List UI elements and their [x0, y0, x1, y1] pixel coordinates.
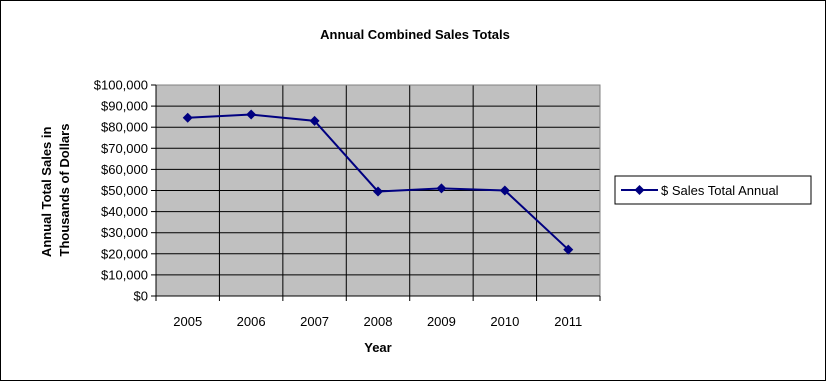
y-axis-ticks: $0 $10,000 $20,000 $30,000 $40,000 $50,000 $60… [94, 78, 156, 304]
data-point-marker [563, 244, 574, 255]
x-tick-label: 2008 [364, 314, 393, 329]
x-axis-title: Year [364, 340, 391, 355]
x-axis-ticks: 2005 2006 2007 2008 2009 2010 2011 [155, 296, 601, 329]
y-tick-label: $100,000 [94, 78, 148, 93]
x-tick-label: 2009 [427, 314, 456, 329]
y-tick-label: $30,000 [101, 225, 148, 240]
chart-title: Annual Combined Sales Totals [320, 27, 510, 42]
legend: $ Sales Total Annual [614, 175, 812, 205]
x-tick-label: 2011 [554, 314, 582, 329]
y-tick-label: $40,000 [101, 204, 148, 219]
data-point-marker [309, 115, 320, 126]
data-point-marker [182, 112, 193, 123]
y-tick-label: $20,000 [101, 246, 148, 261]
y-tick-label: $90,000 [101, 99, 148, 114]
x-tick-label: 2010 [490, 314, 519, 329]
y-axis-title-line-2: Thousands of Dollars [57, 124, 72, 257]
series-layer [182, 109, 574, 255]
data-point-marker [246, 109, 257, 120]
data-point-marker [436, 183, 447, 194]
y-tick-label: $10,000 [101, 267, 148, 282]
data-point-marker [499, 185, 510, 196]
y-tick-label: $80,000 [101, 120, 148, 135]
x-tick-label: 2005 [173, 314, 202, 329]
x-tick-label: 2007 [300, 314, 329, 329]
y-tick-label: $0 [134, 289, 148, 304]
y-tick-label: $50,000 [101, 183, 148, 198]
data-point-marker [373, 186, 383, 197]
x-tick-label: 2006 [237, 314, 266, 329]
y-axis-title: Annual Total Sales in Thousands of Dolla… [39, 123, 72, 257]
legend-series-label: $ Sales Total Annual [661, 183, 779, 198]
legend-series-marker [634, 185, 645, 195]
y-tick-label: $60,000 [101, 162, 148, 177]
y-axis-title-line-1: Annual Total Sales in [39, 127, 54, 258]
y-tick-label: $70,000 [101, 141, 148, 156]
